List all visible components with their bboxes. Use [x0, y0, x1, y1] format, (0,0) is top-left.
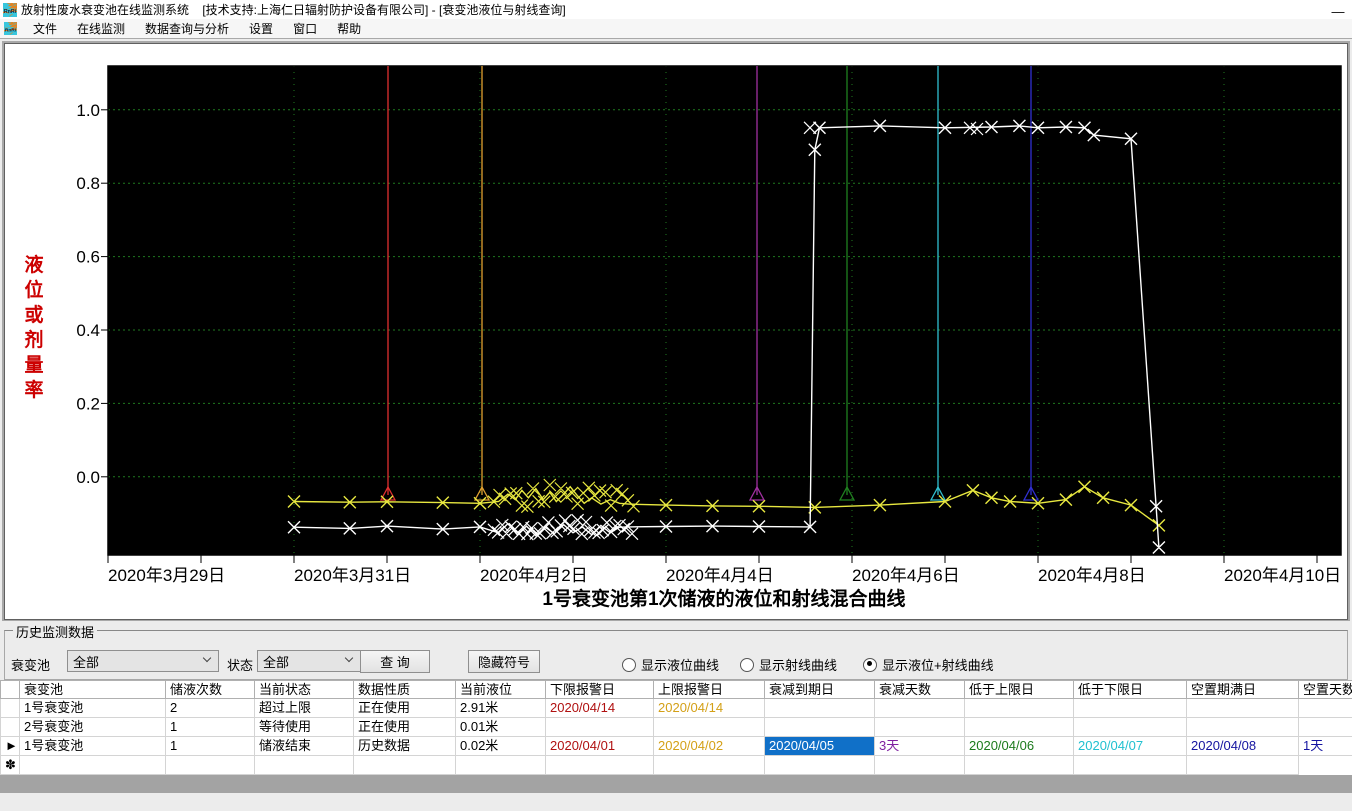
svg-text:2020年4月4日: 2020年4月4日: [666, 566, 774, 585]
svg-text:0.0: 0.0: [76, 468, 100, 487]
svg-text:RnRi: RnRi: [4, 9, 17, 15]
svg-text:2020年4月6日: 2020年4月6日: [852, 566, 960, 585]
svg-text:2020年4月10日: 2020年4月10日: [1224, 566, 1341, 585]
svg-text:2020年4月8日: 2020年4月8日: [1038, 566, 1146, 585]
svg-text:0.4: 0.4: [76, 321, 100, 340]
svg-text:1.0: 1.0: [76, 101, 100, 120]
svg-text:或: 或: [24, 303, 43, 326]
svg-text:剂: 剂: [24, 328, 43, 351]
svg-text:率: 率: [24, 378, 43, 401]
svg-text:2020年3月29日: 2020年3月29日: [108, 566, 225, 585]
svg-text:2020年4月2日: 2020年4月2日: [480, 566, 588, 585]
svg-text:量: 量: [24, 354, 43, 376]
svg-text:2020年3月31日: 2020年3月31日: [294, 566, 411, 585]
svg-text:位: 位: [24, 278, 43, 301]
svg-text:0.6: 0.6: [76, 248, 100, 267]
svg-text:1号衰变池第1次储液的液位和射线混合曲线: 1号衰变池第1次储液的液位和射线混合曲线: [542, 587, 905, 610]
svg-text:0.8: 0.8: [76, 174, 100, 193]
svg-text:0.2: 0.2: [76, 394, 100, 413]
svg-text:RnRi: RnRi: [5, 27, 16, 33]
svg-text:液: 液: [24, 253, 44, 276]
